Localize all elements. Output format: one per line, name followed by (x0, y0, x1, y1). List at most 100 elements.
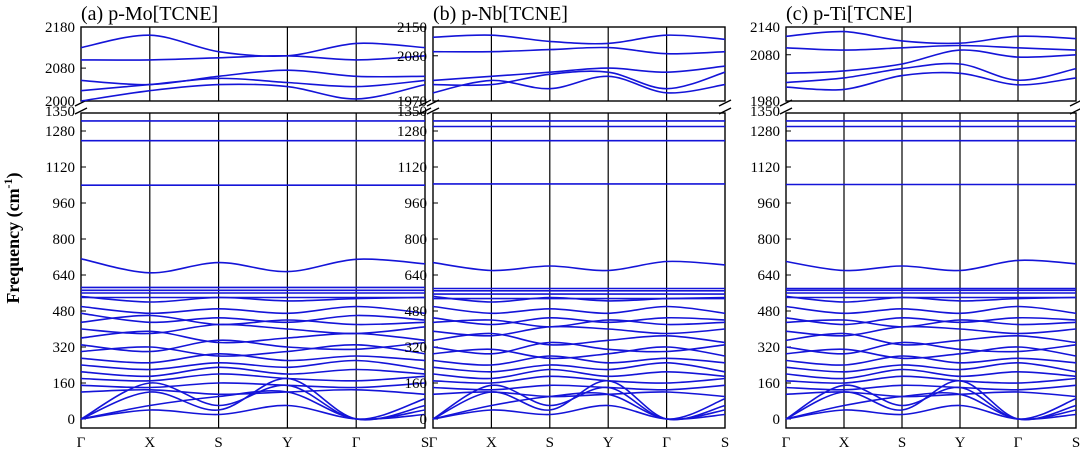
x-tick-label: S (421, 435, 429, 451)
y-tick-label: 1350 (397, 104, 427, 120)
band-lower (80, 339, 426, 353)
upper-frame (785, 26, 1077, 102)
axis-break-mark (418, 99, 432, 107)
band-lower (80, 343, 426, 357)
band-lower (80, 359, 426, 371)
panel-title: (b) p-Nb[TCNE] (433, 3, 568, 25)
band-lower (785, 325, 1077, 337)
band-lower (785, 346, 1077, 360)
band-upper (80, 83, 426, 102)
upper-frame (80, 26, 426, 102)
x-tick-label: X (144, 435, 155, 451)
axis-break-mark (1069, 100, 1080, 107)
y-tick-label: 1120 (398, 160, 427, 176)
y-tick-label: 640 (53, 268, 76, 284)
y-tick-label: 0 (68, 412, 76, 428)
band-lower (432, 332, 726, 346)
y-tick-label: 320 (405, 340, 428, 356)
band-upper (80, 77, 426, 92)
band-lower (80, 312, 426, 324)
y-tick-label: 800 (53, 232, 76, 248)
band-lower (432, 361, 726, 373)
band-upper (432, 34, 726, 45)
axis-break-mark (718, 107, 732, 115)
band-lower (80, 352, 426, 364)
band-upper (432, 75, 726, 94)
y-tick-label: 1970 (397, 94, 427, 110)
y-tick-label: 320 (758, 340, 781, 356)
y-tick-label: 2180 (45, 20, 75, 36)
band-lower (432, 316, 726, 326)
x-tick-label: Y (282, 435, 293, 451)
band-upper (785, 30, 1077, 45)
y-tick-label: 480 (53, 304, 76, 320)
y-tick-label: 960 (53, 196, 76, 212)
band-lower (785, 305, 1077, 315)
band-lower (785, 332, 1077, 346)
band-acoustic (80, 404, 426, 421)
axis-break-mark (718, 99, 732, 107)
band-lower (785, 316, 1077, 326)
y-tick-label: 2080 (397, 49, 427, 65)
band-lower (432, 346, 726, 360)
y-tick-label: 0 (420, 412, 428, 428)
x-tick-label: S (546, 435, 554, 451)
band-acoustic (80, 377, 426, 421)
panel-2: (b) p-Nb[TCNE] 1970 2080 2150 0 160 320 480 640 8… (397, 3, 732, 451)
y-tick-label: 0 (773, 412, 781, 428)
bands (785, 30, 1077, 421)
y-tick-label: 320 (53, 340, 76, 356)
y-tick-label: 2080 (750, 48, 780, 64)
y-tick-label: 640 (758, 268, 781, 284)
x-tick-label: Γ (1014, 435, 1023, 451)
lower-frame (432, 112, 726, 429)
band-acoustic (80, 382, 426, 420)
x-tick-label: Γ (782, 435, 791, 451)
y-tick-label: 800 (405, 232, 428, 248)
band-lower (432, 355, 726, 366)
band-upper (785, 62, 1077, 84)
y-tick-label: 1280 (750, 124, 780, 140)
x-tick-label: S (214, 435, 222, 451)
upper-frame (432, 26, 726, 102)
panel-3: (c) p-Ti[TCNE] 1980 2080 2140 0 160 320 480 640 8… (750, 3, 1080, 451)
band-lower (785, 355, 1077, 366)
x-tick-label: Y (603, 435, 614, 451)
y-tick-label: 1980 (750, 94, 780, 110)
x-tick-label: Γ (77, 435, 86, 451)
band-acoustic (785, 391, 1077, 421)
axis-break-mark (74, 107, 88, 115)
band-upper (432, 46, 726, 55)
bands (432, 34, 726, 421)
panel-1: (a) p-Mo[TCNE] 2000 2080 2180 0 160 320 480 640 8… (45, 3, 432, 451)
y-tick-label: 1120 (751, 160, 780, 176)
y-tick-label: 2000 (45, 94, 75, 110)
x-tick-label: S (1072, 435, 1080, 451)
y-tick-label: 800 (758, 232, 781, 248)
axis-break-mark (418, 107, 432, 115)
band-upper (432, 65, 726, 82)
band-lower (432, 295, 726, 303)
y-tick-label: 1350 (750, 104, 780, 120)
panel-title: (a) p-Mo[TCNE] (81, 3, 218, 25)
band-lower (432, 384, 726, 391)
band-lower (432, 375, 726, 384)
band-lower (432, 341, 726, 355)
band-acoustic (432, 391, 726, 421)
y-tick-label: 960 (405, 196, 428, 212)
y-tick-label: 2140 (750, 20, 780, 36)
y-tick-label: 960 (758, 196, 781, 212)
band-upper (80, 34, 426, 57)
band-upper (80, 69, 426, 86)
band-lower (80, 366, 426, 378)
band-lower (785, 375, 1077, 384)
y-axis-label-close: ) (3, 172, 24, 178)
band-lower (432, 368, 726, 380)
y-tick-label: 2150 (397, 20, 427, 36)
band-upper (432, 70, 726, 90)
y-tick-label: 160 (758, 376, 781, 392)
band-upper (785, 44, 1077, 51)
y-tick-label: 480 (405, 304, 428, 320)
band-lower (80, 373, 426, 382)
x-tick-label: Y (955, 435, 966, 451)
